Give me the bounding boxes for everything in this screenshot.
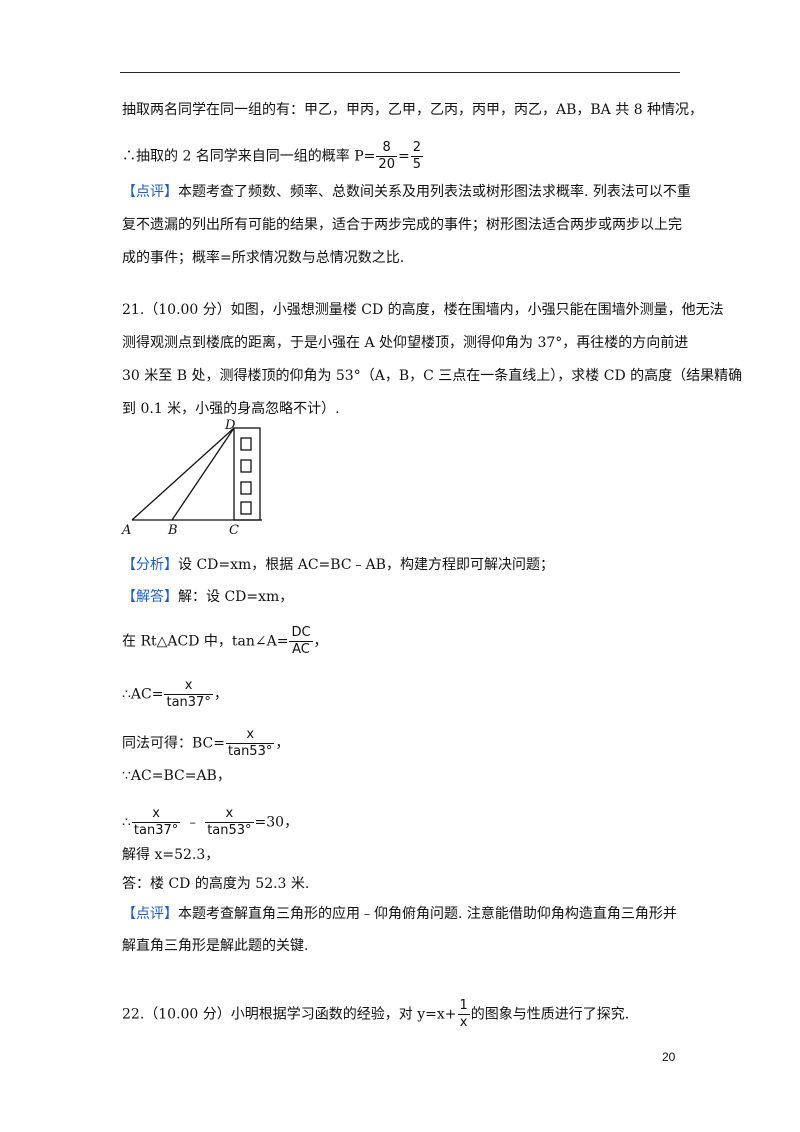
prev-review-line-3: 成的事件；概率=所求情况数与总情况数之比. — [122, 250, 405, 266]
prev-review-line-2: 复不遗漏的列出所有可能的结果，适合于两步完成的事件；树形图法适合两步或两步以上完 — [122, 217, 682, 233]
fraction-x-tan37: x tan37° — [164, 678, 213, 710]
step-solve: 解得 x=52.3， — [122, 847, 220, 863]
fraction-x-tan53: x tan53° — [226, 727, 275, 759]
step-tan-A: 在 Rt△ACD 中，tan∠A= DC AC， — [122, 625, 328, 657]
q21-line-4: 到 0.1 米，小强的身高忽略不计）. — [122, 401, 340, 417]
line-BD — [171, 427, 235, 521]
label-C: C — [229, 523, 239, 538]
prev-review-line-1: 【点评】本题考查了频数、频率、总数间关系及用列表法或树形图法求概率. 列表法可以… — [122, 184, 691, 200]
q21-review-line-1: 【点评】本题考查解直角三角形的应用﹣仰角俯角问题. 注意能借助仰角构造直角三角形… — [122, 906, 677, 922]
building-diagram: D A B C — [121, 418, 262, 538]
answer-intro-line: 【解答】解：设 CD=xm， — [122, 589, 294, 605]
fraction-x-tan37-eq: x tan37° — [131, 806, 181, 838]
equals-sign: = — [397, 148, 410, 165]
fraction-x-tan53-eq: x tan53° — [205, 806, 254, 838]
label-A: A — [121, 523, 131, 538]
prev-probability-line: ∴抽取的 2 名同学来自同一组的概率 P= 8 20 = 2 5 — [122, 140, 424, 173]
prev-cases-text: 抽取两名同学在同一组的有：甲乙，甲丙，乙甲，乙丙，丙甲，丙乙，AB，BA 共 8… — [122, 102, 704, 118]
fraction-DC-AC: DC AC — [289, 625, 313, 657]
q21-line-1: 21.（10.00 分）如图，小强想测量楼 CD 的高度，楼在围墙内，小强只能在… — [122, 302, 724, 318]
building — [233, 427, 261, 521]
step-answer: 答：楼 CD 的高度为 52.3 米. — [122, 876, 310, 892]
step-equation: ∴ x tan37° ﹣ x tan53° =30， — [122, 806, 299, 838]
header-rule — [120, 72, 680, 73]
step-BC: 同法可得：BC= x tan53°， — [122, 727, 290, 759]
window-3 — [240, 481, 252, 495]
step-because: ∵AC=BC=AB， — [122, 768, 231, 784]
q21-line-2: 测得观测点到楼底的距离，于是小强在 A 处仰望楼顶，测得仰角为 37°，再往楼的… — [122, 335, 689, 351]
window-4 — [240, 501, 252, 515]
q21-line-3: 30 米至 B 处，测得楼顶的仰角为 53°（A，B，C 三点在一条直线上），求… — [122, 368, 743, 384]
label-B: B — [167, 523, 178, 538]
page-number: 20 — [662, 1050, 676, 1064]
window-2 — [240, 459, 252, 473]
analysis-line: 【分析】设 CD=xm，根据 AC=BC﹣AB，构建方程即可解决问题； — [122, 557, 554, 573]
fraction-8-20: 8 20 — [376, 140, 397, 172]
q22-line: 22.（10.00 分）小明根据学习函数的经验，对 y=x+ 1 x 的图象与性质进行… — [122, 998, 630, 1030]
review-tag: 【点评】 — [122, 184, 178, 200]
window-1 — [240, 437, 252, 451]
prev-probability-prefix: ∴抽取的 2 名同学来自同一组的概率 P= — [122, 148, 376, 165]
line-AD — [131, 427, 235, 521]
q21-review-line-2: 解直角三角形是解此题的关键. — [122, 938, 309, 954]
review-tag: 【点评】 — [122, 906, 178, 922]
step-AC: ∴AC= x tan37°， — [122, 678, 228, 710]
analysis-tag: 【分析】 — [122, 557, 178, 573]
label-D: D — [224, 418, 236, 433]
answer-tag: 【解答】 — [122, 589, 178, 605]
